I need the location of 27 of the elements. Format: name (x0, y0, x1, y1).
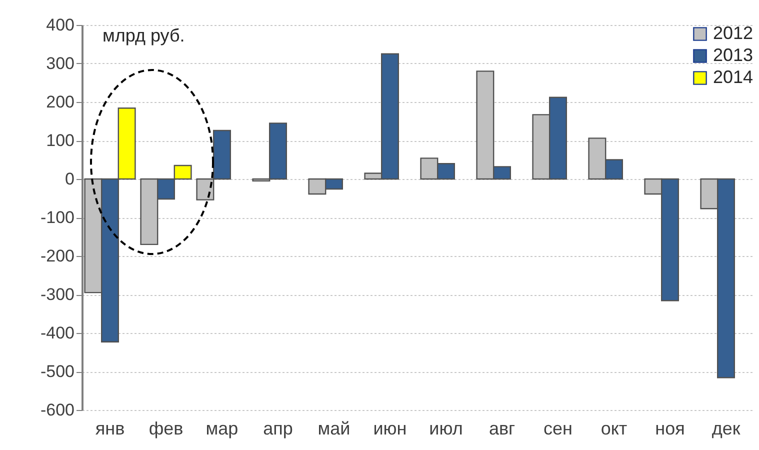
y-tick-label: -200 (40, 246, 74, 266)
y-tick-label: 400 (46, 16, 74, 34)
x-tick-label: мар (206, 418, 238, 438)
y-tick-label: -300 (40, 285, 74, 304)
x-tick-label: окт (600, 418, 628, 438)
x-tick-label: сен (544, 418, 572, 438)
y-axis-title: млрд руб. (102, 26, 185, 46)
y-tick-label: -500 (40, 362, 74, 381)
x-tick-label: июл (429, 418, 463, 438)
x-tick-label: июн (373, 418, 407, 438)
y-tick-label: 100 (46, 131, 74, 150)
x-tick-label: фев (148, 418, 184, 438)
x-tick-label: янв (95, 418, 125, 438)
x-tick-label: апр (263, 418, 293, 438)
y-tick-label: -400 (40, 324, 74, 342)
x-tick-label: ноя (655, 418, 685, 438)
y-tick-label: 200 (46, 92, 74, 112)
legend-label: 2012 (713, 23, 754, 43)
y-tick-label: 0 (65, 170, 74, 188)
legend-label: 2013 (713, 45, 754, 65)
x-tick-label: авг (488, 418, 516, 438)
y-tick-label: -100 (40, 208, 74, 227)
y-tick-label: 300 (46, 54, 74, 73)
legend-label: 2014 (713, 67, 754, 87)
x-tick-label: дек (712, 418, 740, 438)
x-tick-label: май (318, 418, 350, 438)
y-tick-label: -600 (40, 400, 74, 420)
